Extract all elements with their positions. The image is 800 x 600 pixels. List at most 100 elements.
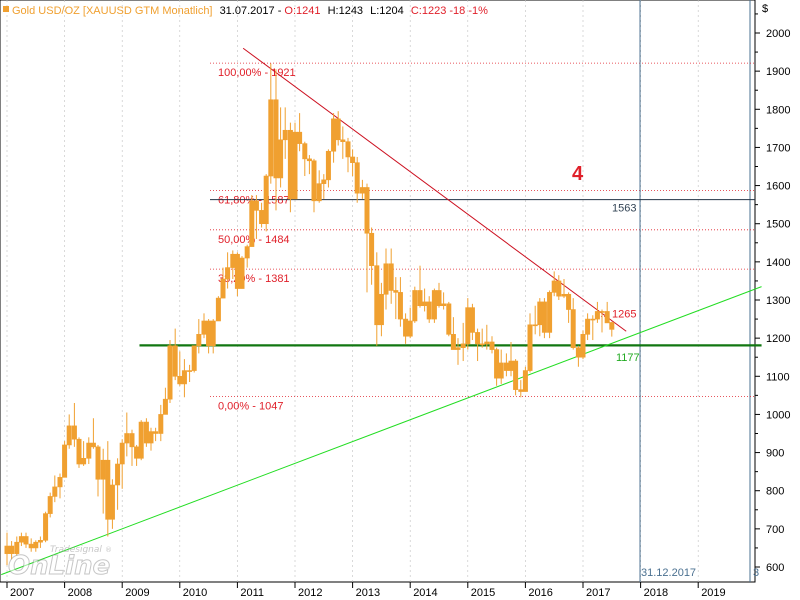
candle-body: [340, 139, 346, 143]
candle-body: [604, 311, 610, 324]
candle-body: [268, 99, 274, 177]
candle-body: [52, 486, 58, 497]
x-tick-label: 2011: [240, 587, 264, 599]
candle-body: [585, 318, 591, 335]
y-tick-label: 1400: [766, 257, 790, 269]
candle-body: [417, 290, 423, 307]
candle-body: [278, 139, 284, 179]
candle-body: [225, 267, 231, 280]
y-tick-label: 600: [766, 562, 784, 574]
watermark-big: OnLine: [8, 551, 110, 581]
watermark-small: Tradesignal: [50, 545, 102, 555]
candle-body: [18, 536, 24, 543]
x-tick-label: 2016: [528, 587, 552, 599]
candle-body: [460, 343, 466, 348]
candle-body: [162, 398, 168, 415]
x-tick-label: 2019: [701, 587, 725, 599]
candle-body: [37, 539, 43, 543]
y-tick-label: 1300: [766, 295, 790, 307]
x-tick-label: 2014: [413, 587, 437, 599]
candle-body: [556, 280, 562, 297]
candle-body: [109, 484, 115, 520]
x-axis: 2007 2008 2009 2010 2011 2012 2013 2014 2015 2016…: [6, 582, 726, 599]
candle-body: [450, 334, 456, 350]
candle-body: [599, 311, 605, 313]
candle-body: [177, 375, 183, 385]
candle-body: [431, 290, 437, 320]
candle-body: [187, 370, 193, 372]
x-tick-label: 2012: [298, 587, 322, 599]
candle-body: [90, 442, 96, 448]
candle-body: [14, 541, 20, 554]
candle-body: [321, 179, 327, 184]
candle-body: [71, 425, 77, 440]
candle-body: [508, 360, 514, 371]
candle-body: [33, 541, 39, 549]
header-open: O:1241: [284, 5, 320, 17]
candle-body: [503, 362, 509, 371]
candle-body: [570, 309, 576, 348]
candle-body: [259, 210, 265, 225]
fib-label: 0,00% - 1047: [218, 401, 283, 413]
candle-body: [124, 433, 130, 444]
candle-body: [331, 118, 337, 152]
candle-body: [354, 162, 360, 194]
candle-body: [388, 263, 394, 291]
candle-body: [134, 446, 140, 459]
candle-body: [43, 513, 49, 541]
header-instrument: Gold USD/OZ [XAUUSD GTM Monatlich]: [12, 5, 213, 17]
candle-body: [138, 421, 144, 459]
uptrend-line: [1, 286, 762, 576]
candle-body: [518, 389, 524, 392]
candle-body: [66, 425, 72, 446]
header-date: 31.07.2017: [220, 5, 275, 17]
candle-body: [446, 303, 452, 335]
candle-body: [220, 278, 226, 299]
downtrend-line: [242, 47, 627, 332]
candle-body: [95, 446, 101, 480]
y-tick-label: 1700: [766, 142, 790, 154]
y-tick-label: 2000: [766, 28, 790, 40]
header-sep: -: [278, 5, 285, 17]
candle-body: [201, 320, 207, 335]
candle-body: [244, 246, 250, 259]
candle-body: [234, 253, 240, 289]
candle-body: [57, 477, 63, 488]
candle-body: [28, 543, 34, 549]
candle-body: [249, 200, 255, 247]
level-label: 1177: [616, 352, 640, 364]
y-axis: 600 700 800 900 1000 1100 1200 1300 1400 1500 1600…: [755, 13, 790, 574]
candle-body: [383, 263, 389, 295]
header-marker-icon: [3, 6, 9, 12]
candle-body: [230, 253, 236, 268]
candle-body: [325, 150, 331, 181]
candle-body: [210, 320, 216, 347]
candle-body: [469, 307, 475, 333]
candle-body: [397, 292, 403, 320]
candle-body: [167, 345, 173, 400]
candle-body: [407, 320, 413, 337]
x-tick-label: 2015: [471, 587, 495, 599]
candle-body: [609, 322, 615, 330]
candle-body: [76, 438, 82, 465]
candle-body: [374, 265, 380, 326]
header-low: L:1204: [370, 5, 404, 17]
candle-body: [23, 536, 29, 545]
candle-body: [302, 143, 308, 160]
right-edge-mark: 3: [753, 567, 759, 579]
candle-body: [86, 442, 92, 459]
candle-body: [253, 200, 259, 211]
candle-body: [316, 183, 322, 202]
x-tick-label: 2018: [644, 587, 668, 599]
candle-body: [181, 370, 187, 385]
y-tick-label: 1000: [766, 409, 790, 421]
y-tick-label: 1600: [766, 181, 790, 193]
y-tick-label: 700: [766, 524, 784, 536]
candle-body: [191, 345, 197, 371]
y-tick-label: 1500: [766, 219, 790, 231]
candle-body: [551, 280, 557, 293]
candle-body: [489, 341, 495, 350]
level-label: 1265: [612, 308, 636, 320]
candle-body: [47, 496, 53, 514]
candle-body: [105, 459, 111, 520]
